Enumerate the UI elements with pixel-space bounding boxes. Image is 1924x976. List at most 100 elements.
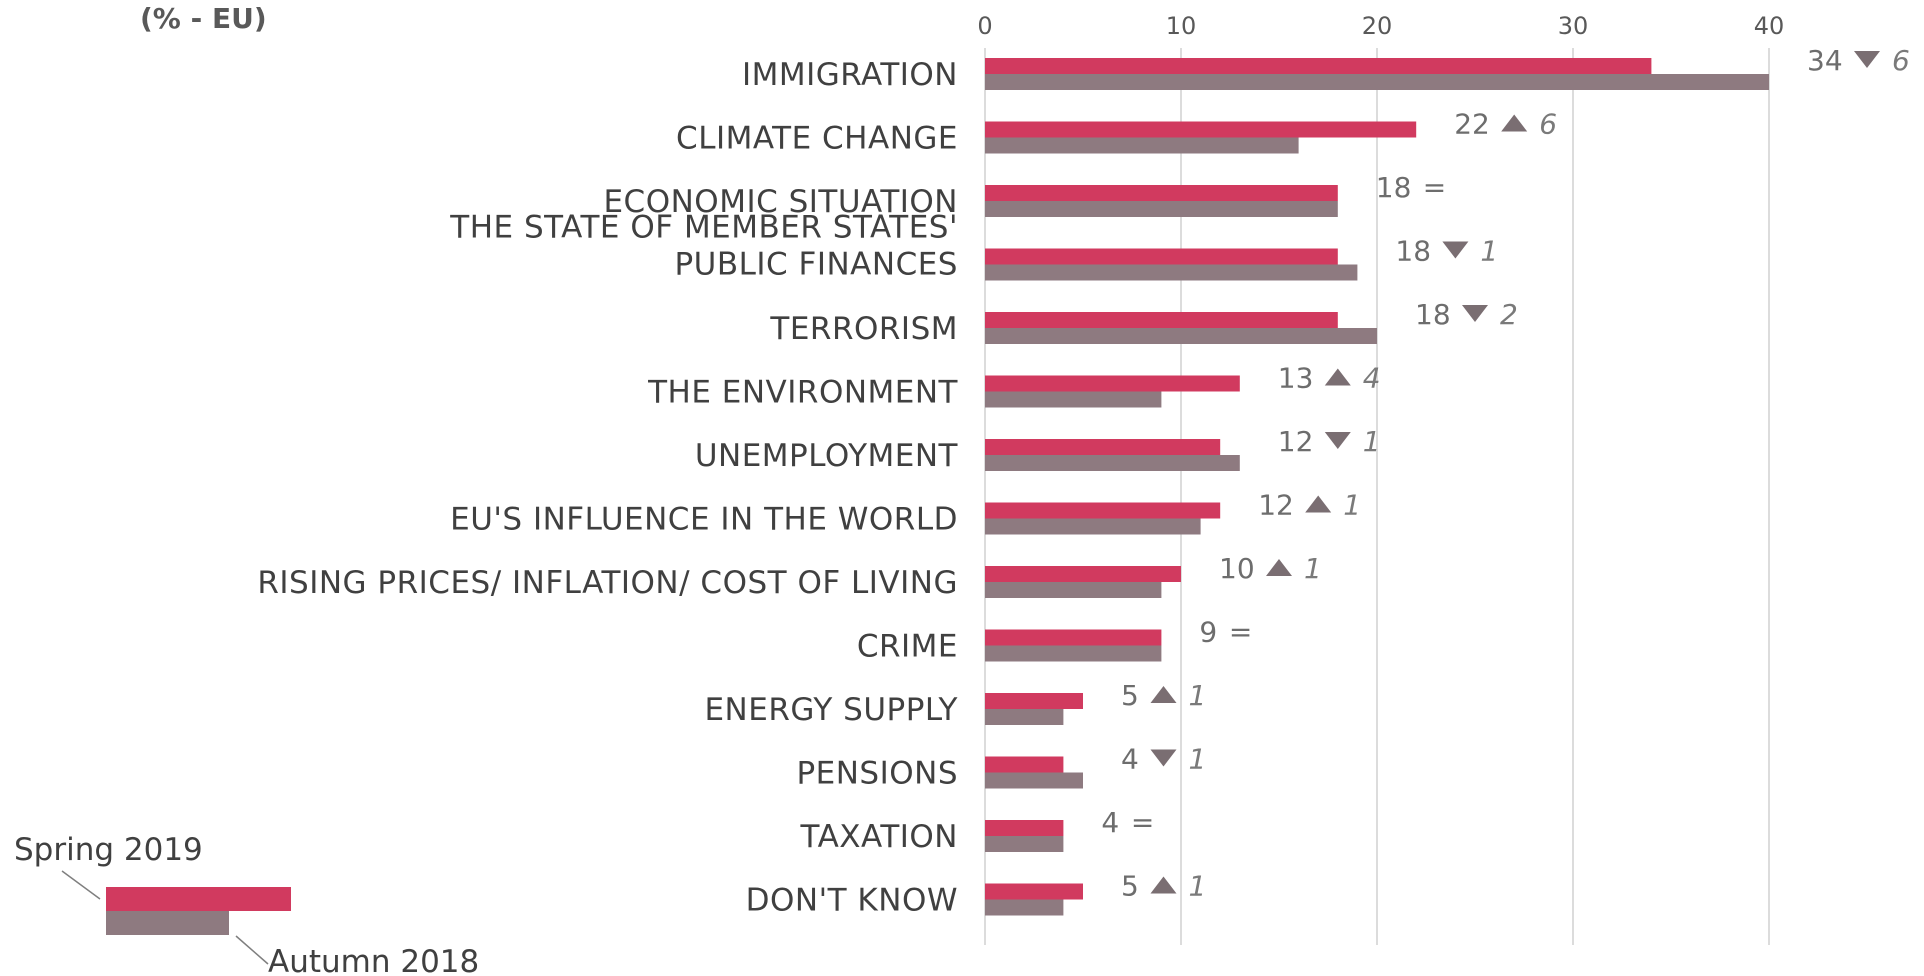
tick-label: 20 [1362,12,1393,40]
unit-label: (% - EU) [140,2,267,35]
category-label: ECONOMIC SITUATION [603,184,958,220]
legend: Spring 2019 Autumn 2018 [14,832,479,976]
value-labels: 34 622 618 =18 118 213 412 112 110 19 =5 14 14 =5 1 [1101,44,1909,903]
bar-spring-2019 [985,58,1652,74]
change-label: 1 [1189,870,1207,903]
triangle-down-icon [1854,51,1880,68]
bar-spring-2019 [985,566,1181,582]
category-label: EU'S INFLUENCE IN THE WORLD [450,502,958,538]
legend-swatch-spring-2019 [106,887,291,911]
value-label: 12 [1278,425,1314,458]
category-label: TERRORISM [769,311,958,347]
change-equal-label: = [1229,616,1252,649]
triangle-up-icon [1501,114,1528,132]
tick-label: 30 [1558,12,1589,40]
value-label: 4 [1121,743,1139,776]
category-label: IMMIGRATION [742,57,958,93]
change-label: 1 [1189,743,1207,776]
category-label: PENSIONS [796,756,958,792]
triangle-up-icon [1305,495,1332,513]
value-label: 22 [1454,108,1490,141]
value-label: 9 [1199,616,1217,649]
bar-spring-2019 [985,629,1162,646]
legend-label-autumn-2018: Autumn 2018 [268,944,479,976]
change-label: 1 [1363,425,1381,458]
category-labels: IMMIGRATION CLIMATE CHANGE ECONOMIC SITUAT… [257,57,958,919]
triangle-up-icon [1150,686,1177,703]
triangle-up-icon [1324,368,1351,386]
triangle-down-icon [1442,241,1469,259]
tick-label: 40 [1754,12,1785,40]
bar-autumn-2018 [985,455,1240,471]
category-label: PUBLIC FINANCES [674,247,958,283]
bar-autumn-2018 [985,772,1083,789]
category-label: THE STATE OF MEMBER STATES' [449,210,958,246]
tick-label: 0 [977,12,992,40]
bar-autumn-2018 [985,137,1299,154]
tick-label: 10 [1166,12,1197,40]
bar-spring-2019 [985,756,1064,773]
value-label: 18 [1376,171,1412,204]
category-label: THE ENVIRONMENT [647,375,958,411]
category-label: RISING PRICES/ INFLATION/ COST OF LIVING [257,565,958,601]
value-label: 4 [1101,806,1119,839]
value-label: 10 [1219,552,1255,585]
category-label: CLIMATE CHANGE [676,121,958,157]
bar-spring-2019 [985,820,1064,836]
bar-spring-2019 [985,883,1083,900]
bar-autumn-2018 [985,518,1201,535]
change-label: 6 [1892,44,1910,77]
bar-autumn-2018 [985,582,1162,598]
x-axis-ticks: 0 10 20 30 40 [977,12,1784,40]
change-label: 1 [1343,489,1361,522]
legend-leader-autumn [235,935,269,965]
change-equal-label: = [1131,806,1154,839]
triangle-down-icon [1462,305,1488,322]
triangle-down-icon [1324,432,1351,449]
bar-autumn-2018 [985,709,1064,725]
change-label: 1 [1189,679,1207,712]
category-label: ENERGY SUPPLY [704,692,958,728]
bar-autumn-2018 [985,836,1064,852]
category-label: UNEMPLOYMENT [695,438,959,474]
bar-spring-2019 [985,502,1221,519]
triangle-down-icon [1150,749,1177,767]
value-label: 5 [1121,679,1139,712]
change-label: 1 [1480,235,1498,268]
bar-spring-2019 [985,248,1338,265]
value-label: 12 [1258,489,1294,522]
bar-spring-2019 [985,693,1083,709]
triangle-up-icon [1150,876,1177,894]
value-label: 34 [1807,44,1843,77]
bar-spring-2019 [985,121,1417,138]
legend-label-spring-2019: Spring 2019 [14,832,203,868]
bar-autumn-2018 [985,391,1162,408]
change-label: 1 [1304,552,1322,585]
bars [985,58,1769,916]
change-equal-label: = [1423,171,1446,204]
bar-autumn-2018 [985,645,1162,662]
bar-autumn-2018 [985,201,1338,217]
value-label: 18 [1395,235,1431,268]
bar-spring-2019 [985,185,1338,201]
bar-spring-2019 [985,312,1338,328]
value-label: 18 [1415,298,1451,331]
triangle-up-icon [1266,559,1292,576]
bar-autumn-2018 [985,264,1358,281]
change-label: 4 [1363,362,1381,395]
category-label: TAXATION [800,819,958,855]
change-label: 2 [1500,298,1518,331]
category-label: DON'T KNOW [746,883,958,919]
value-label: 5 [1121,870,1139,903]
bar-spring-2019 [985,439,1221,455]
value-label: 13 [1278,362,1314,395]
bar-spring-2019 [985,375,1240,392]
bar-autumn-2018 [985,74,1769,90]
legend-swatch-autumn-2018 [106,911,229,935]
legend-leader-spring [61,870,101,900]
bar-autumn-2018 [985,328,1377,344]
bar-autumn-2018 [985,899,1064,916]
category-label: CRIME [857,629,958,665]
change-label: 6 [1539,108,1557,141]
